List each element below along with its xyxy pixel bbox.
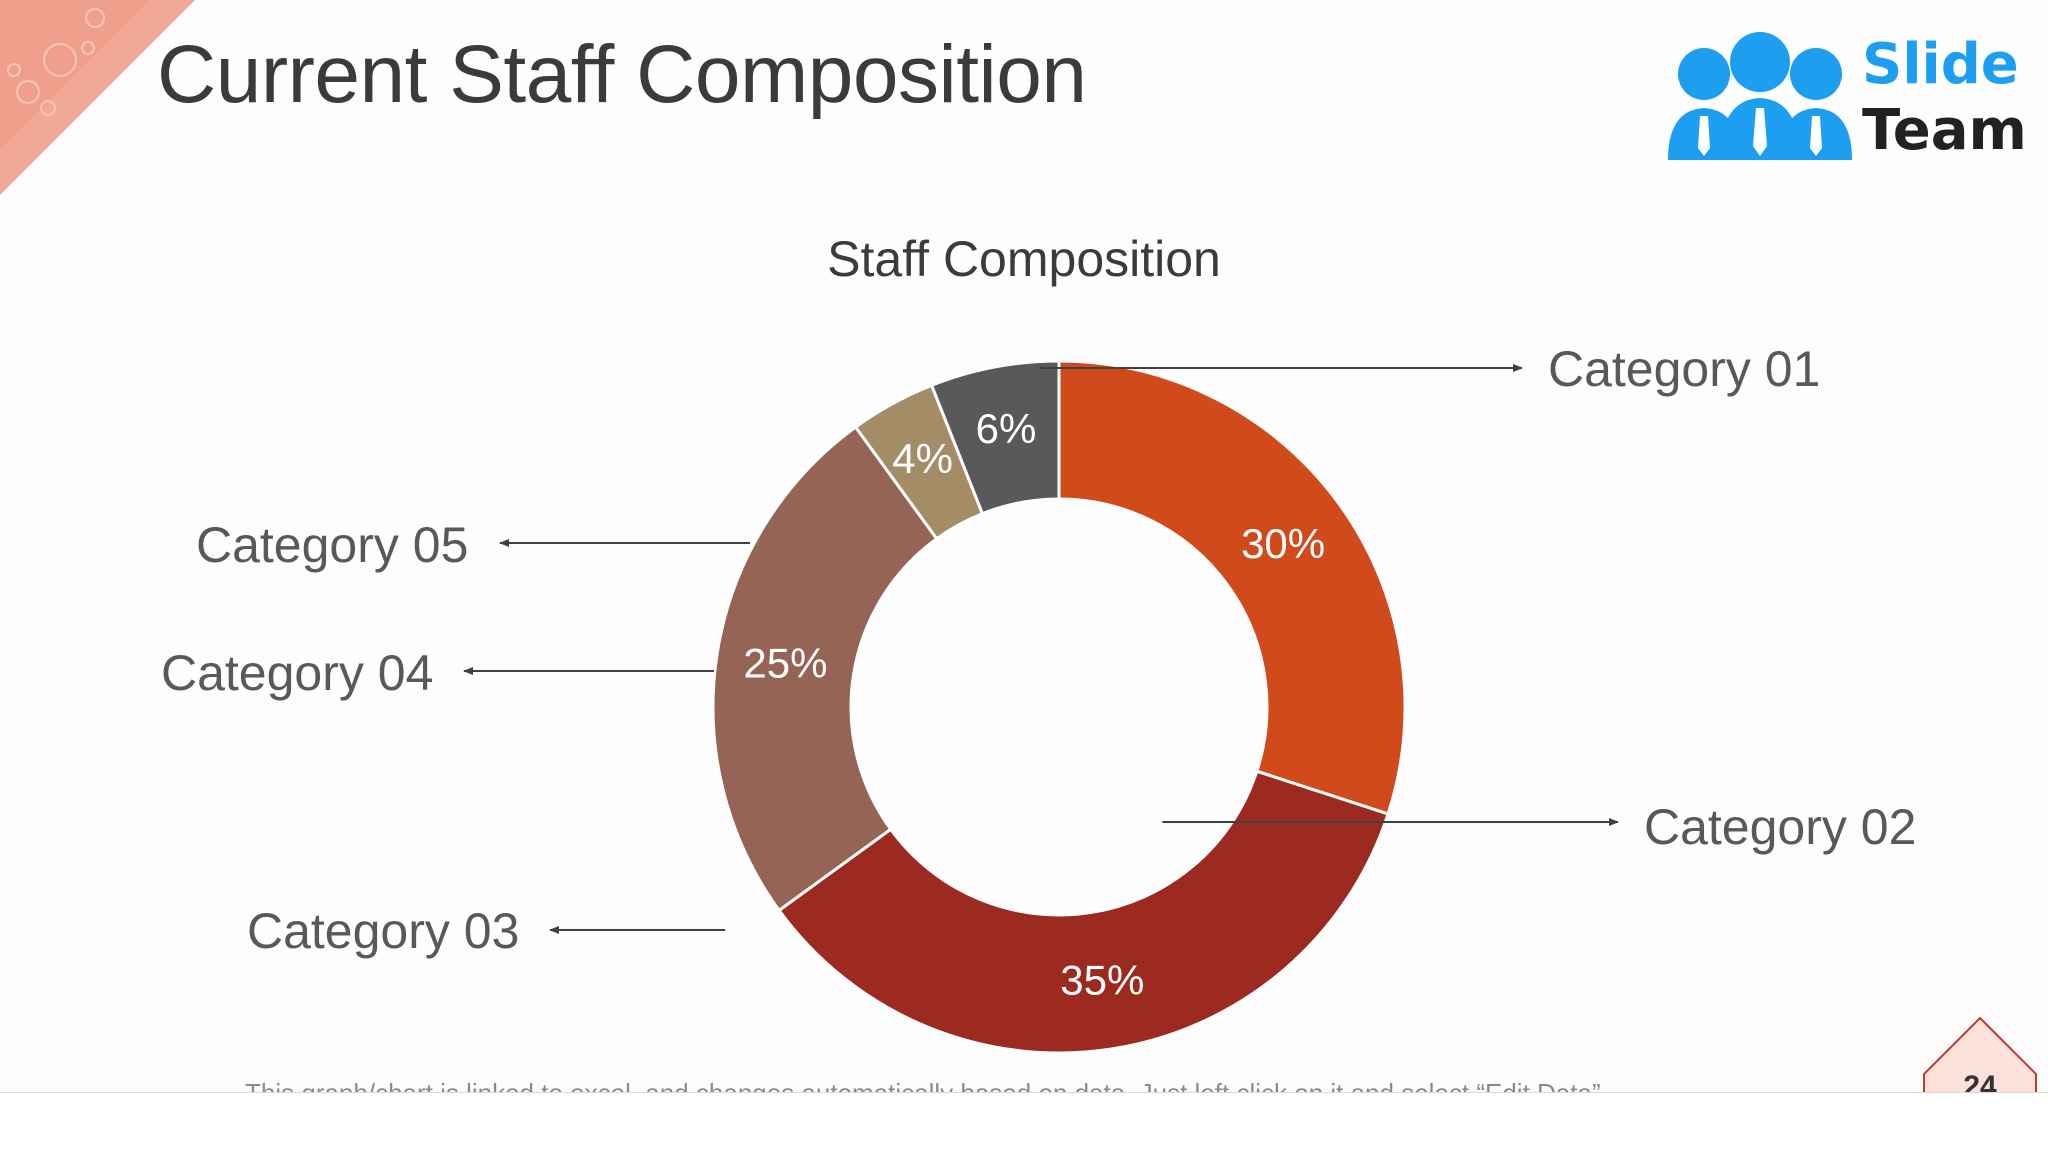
people-group-icon xyxy=(1668,32,1852,160)
slide: Current Staff Composition Slide Team Sta… xyxy=(0,0,2048,1092)
slice-percent-label-1: 30% xyxy=(1241,520,1325,567)
slice-percent-label-3: 25% xyxy=(743,640,827,687)
logo-word-slide: Slide xyxy=(1862,32,2019,97)
slice-percent-label-4: 4% xyxy=(892,435,953,482)
donut-slice-5 xyxy=(929,359,1061,516)
donut-slice-1 xyxy=(1057,359,1407,816)
page-number-shape xyxy=(1923,1016,2037,1092)
page-title: Current Staff Composition xyxy=(157,29,1087,120)
logo-word-team: Team xyxy=(1862,98,2027,163)
category-label-01: Category 01 xyxy=(1548,341,1821,397)
category-label-04: Category 04 xyxy=(161,645,434,701)
slideteam-logo: Slide Team xyxy=(1660,28,2027,168)
category-label-02: Category 02 xyxy=(1644,799,1917,855)
page-number: 24 xyxy=(1963,1070,1997,1092)
category-label-03: Category 03 xyxy=(247,903,520,959)
donut-chart: 30% 35% 25% 4% 6% xyxy=(463,359,1619,1055)
slice-percent-label-5: 6% xyxy=(976,405,1037,452)
page-number-badge: 24 xyxy=(1920,1014,2040,1092)
donut-slice-3 xyxy=(711,424,939,913)
chart-title-text: Staff Composition xyxy=(827,231,1221,287)
footnote: This graph/chart is linked to excel, and… xyxy=(245,1078,1805,1092)
donut-slice-2 xyxy=(776,769,1390,1055)
corner-decoration xyxy=(0,0,195,195)
chart-title: Staff Composition xyxy=(0,230,2048,288)
bottom-strip xyxy=(0,1092,2048,1153)
slice-percent-label-2: 35% xyxy=(1060,957,1144,1004)
category-label-05: Category 05 xyxy=(196,517,469,573)
